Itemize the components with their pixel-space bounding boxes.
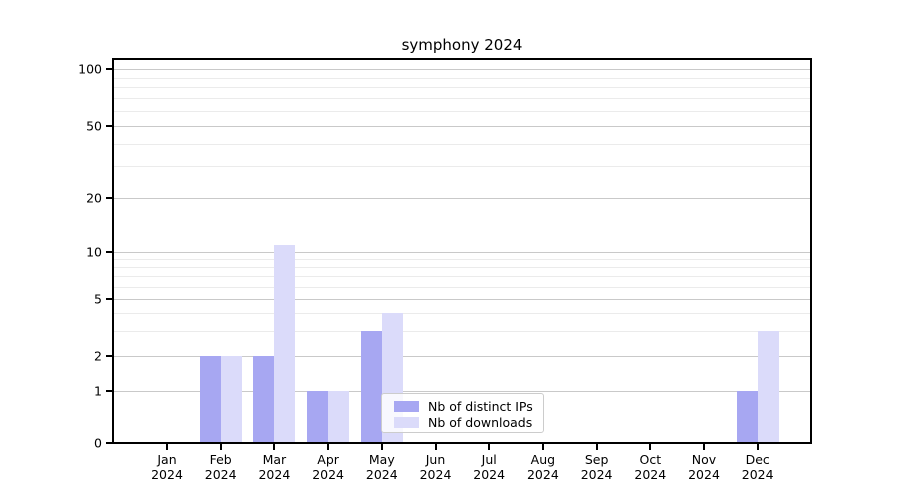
plot-area: Nb of distinct IPs Nb of downloads: [113, 59, 811, 443]
y-tick-5: [106, 298, 112, 300]
x-tick-label-jul-2024: Jul 2024: [473, 452, 506, 482]
x-tick-label-apr-2024: Apr 2024: [312, 452, 344, 482]
x-tick-feb-2024: [219, 444, 222, 450]
x-tick-label-oct-2024: Oct 2024: [634, 452, 667, 482]
chart-title: symphony 2024: [401, 36, 523, 54]
bottom-spine: [112, 442, 812, 444]
x-tick-oct-2024: [649, 444, 652, 450]
x-tick-apr-2024: [327, 444, 330, 450]
bar-distinct-ips-apr-2024: [307, 391, 329, 443]
legend-swatch-downloads: [394, 416, 419, 428]
y-tick-1: [106, 390, 112, 392]
y-tick-label-10: 10: [86, 244, 102, 260]
bar-distinct-ips-feb-2024: [199, 356, 221, 443]
y-tick-10: [106, 251, 112, 253]
y-tick-label-5: 5: [94, 291, 102, 307]
x-tick-jul-2024: [488, 444, 491, 450]
gridline-major-10: [113, 252, 811, 253]
gridline-minor-7: [113, 276, 811, 278]
y-tick-label-2: 2: [94, 348, 102, 364]
bar-distinct-ips-mar-2024: [253, 356, 275, 443]
legend-entry-distinct-ips: Nb of distinct IPs: [382, 398, 543, 414]
gridline-minor-8: [113, 267, 811, 269]
x-tick-label-mar-2024: Mar 2024: [258, 452, 291, 482]
bar-downloads-dec-2024: [757, 330, 779, 443]
x-tick-aug-2024: [541, 444, 544, 450]
y-tick-label-20: 20: [86, 190, 102, 206]
bar-downloads-feb-2024: [220, 356, 242, 443]
bar-downloads-apr-2024: [328, 391, 350, 443]
legend-entry-downloads: Nb of downloads: [382, 414, 543, 430]
x-tick-label-dec-2024: Dec 2024: [741, 452, 774, 482]
gridline-minor-30: [113, 166, 811, 168]
right-spine: [810, 58, 812, 444]
y-tick-0: [106, 442, 112, 444]
legend-label-distinct-ips: Nb of distinct IPs: [428, 398, 533, 414]
x-tick-jun-2024: [434, 444, 437, 450]
gridline-major-1: [113, 391, 811, 392]
gridline-minor-70: [113, 98, 811, 100]
gridline-minor-9: [113, 259, 811, 261]
y-tick-label-50: 50: [86, 118, 102, 134]
gridline-major-50: [113, 126, 811, 127]
y-tick-label-100: 100: [78, 61, 102, 77]
gridline-minor-40: [113, 143, 811, 145]
bar-distinct-ips-may-2024: [360, 330, 382, 443]
x-tick-label-nov-2024: Nov 2024: [688, 452, 720, 482]
x-tick-jan-2024: [166, 444, 168, 450]
y-tick-100: [106, 68, 112, 70]
x-tick-sep-2024: [595, 444, 598, 450]
x-tick-label-aug-2024: Aug 2024: [526, 452, 559, 482]
x-tick-nov-2024: [703, 444, 705, 450]
gridline-minor-90: [113, 77, 811, 79]
legend: Nb of distinct IPs Nb of downloads: [381, 393, 544, 433]
gridline-minor-6: [113, 286, 811, 288]
x-tick-may-2024: [380, 444, 383, 450]
y-tick-label-1: 1: [94, 383, 102, 399]
top-spine: [112, 58, 812, 60]
x-tick-label-may-2024: May 2024: [365, 452, 398, 482]
y-tick-50: [106, 125, 112, 127]
bar-distinct-ips-dec-2024: [736, 391, 758, 443]
gridline-major-100: [113, 69, 811, 70]
x-tick-label-jan-2024: Jan 2024: [151, 452, 183, 482]
legend-label-downloads: Nb of downloads: [428, 414, 533, 430]
y-tick-2: [106, 355, 112, 357]
gridline-minor-60: [113, 111, 811, 112]
gridline-major-20: [113, 198, 811, 199]
x-tick-label-jun-2024: Jun 2024: [419, 452, 452, 482]
x-tick-mar-2024: [273, 444, 276, 450]
x-tick-label-sep-2024: Sep 2024: [580, 452, 613, 482]
x-tick-dec-2024: [756, 444, 759, 450]
y-tick-20: [106, 197, 112, 199]
legend-swatch-distinct-ips: [394, 400, 419, 412]
y-tick-label-0: 0: [94, 435, 102, 451]
gridline-major-2: [113, 356, 811, 357]
gridline-major-5: [113, 299, 811, 300]
x-tick-label-feb-2024: Feb 2024: [204, 452, 237, 482]
left-spine: [112, 58, 114, 444]
bar-downloads-mar-2024: [274, 244, 296, 443]
gridline-minor-80: [113, 87, 811, 89]
gridline-minor-4: [113, 312, 811, 314]
gridline-minor-3: [113, 330, 811, 332]
